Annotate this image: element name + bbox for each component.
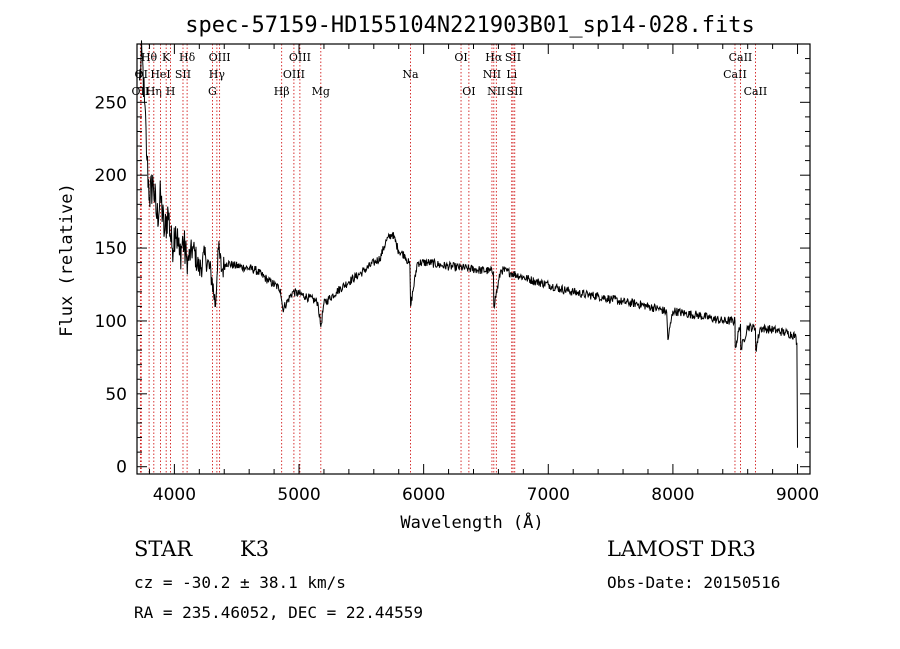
x-tick-label-6000: 6000 (402, 485, 445, 505)
line-marker-label-23: SII (505, 51, 521, 64)
line-marker-label-12: Hβ (274, 85, 290, 98)
line-marker-label-11: OIII (209, 51, 231, 64)
line-marker-label-13: OIII (283, 68, 305, 81)
plot-frame (136, 43, 811, 475)
line-marker-label-6: H (166, 85, 176, 98)
line-marker-label-15: Mg (312, 85, 330, 98)
y-tick-label-200: 200 (95, 166, 127, 186)
line-marker-label-10: Hγ (209, 68, 226, 81)
y-tick-label-0: 0 (116, 458, 127, 478)
x-tick-label-7000: 7000 (527, 485, 570, 505)
line-marker-label-21: NII (487, 85, 505, 98)
coordinates: RA = 235.46052, DEC = 22.44559 (134, 603, 423, 622)
x-axis-label: Wavelength (Å) (400, 511, 543, 533)
y-tick-label-100: 100 (95, 312, 127, 332)
x-tick-label-9000: 9000 (776, 485, 819, 505)
y-axis-label: Flux (relative) (57, 183, 77, 337)
chart-title: spec-57159-HD155104N221903B01_sp14-028.f… (185, 13, 755, 38)
x-tick-label-8000: 8000 (651, 485, 694, 505)
line-marker-label-25: CaII (723, 68, 747, 81)
line-marker-label-24: SII (507, 85, 523, 98)
line-markers: OIIOIHθHηHeIKHSIIHδGHγOIIIHβOIIIOIIIMgNa… (132, 44, 768, 474)
y-tick-label-50: 50 (105, 385, 127, 405)
line-marker-label-16: Na (402, 68, 419, 81)
line-marker-label-27: CaII (744, 85, 768, 98)
y-tick-label-250: 250 (95, 93, 127, 113)
line-marker-label-1: OI (135, 68, 148, 81)
x-tick-label-4000: 4000 (153, 485, 196, 505)
line-marker-label-3: Hη (146, 85, 162, 98)
line-marker-label-19: NII (483, 68, 501, 81)
axis-ticks: 4000 5000 6000 7000 8000 9000 0 50 100 150 200 250 (95, 44, 819, 505)
y-tick-label-150: 150 (95, 239, 127, 259)
line-marker-label-20: Hα (485, 51, 503, 64)
line-marker-label-17: OI (454, 51, 467, 64)
spectral-subclass: K3 (240, 537, 270, 561)
line-marker-label-2: Hθ (141, 51, 158, 64)
line-marker-label-9: G (208, 85, 217, 98)
line-marker-label-26: CaII (729, 51, 753, 64)
line-marker-label-18: OI (462, 85, 475, 98)
line-marker-label-7: SII (175, 68, 191, 81)
object-class: STAR (134, 537, 193, 561)
observation-date: Obs-Date: 20150516 (607, 573, 781, 592)
spectrum-line (139, 40, 798, 448)
line-marker-label-14: OIII (289, 51, 311, 64)
survey-name: LAMOST DR3 (607, 537, 756, 561)
x-tick-label-5000: 5000 (277, 485, 320, 505)
spectrum-chart: spec-57159-HD155104N221903B01_sp14-028.f… (57, 13, 819, 533)
redshift-value: cz = -30.2 ± 38.1 km/s (134, 573, 346, 592)
line-marker-label-22: Li (506, 68, 517, 81)
line-marker-label-4: HeI (150, 68, 170, 81)
line-marker-label-8: Hδ (179, 51, 196, 64)
line-marker-label-5: K (162, 51, 171, 64)
